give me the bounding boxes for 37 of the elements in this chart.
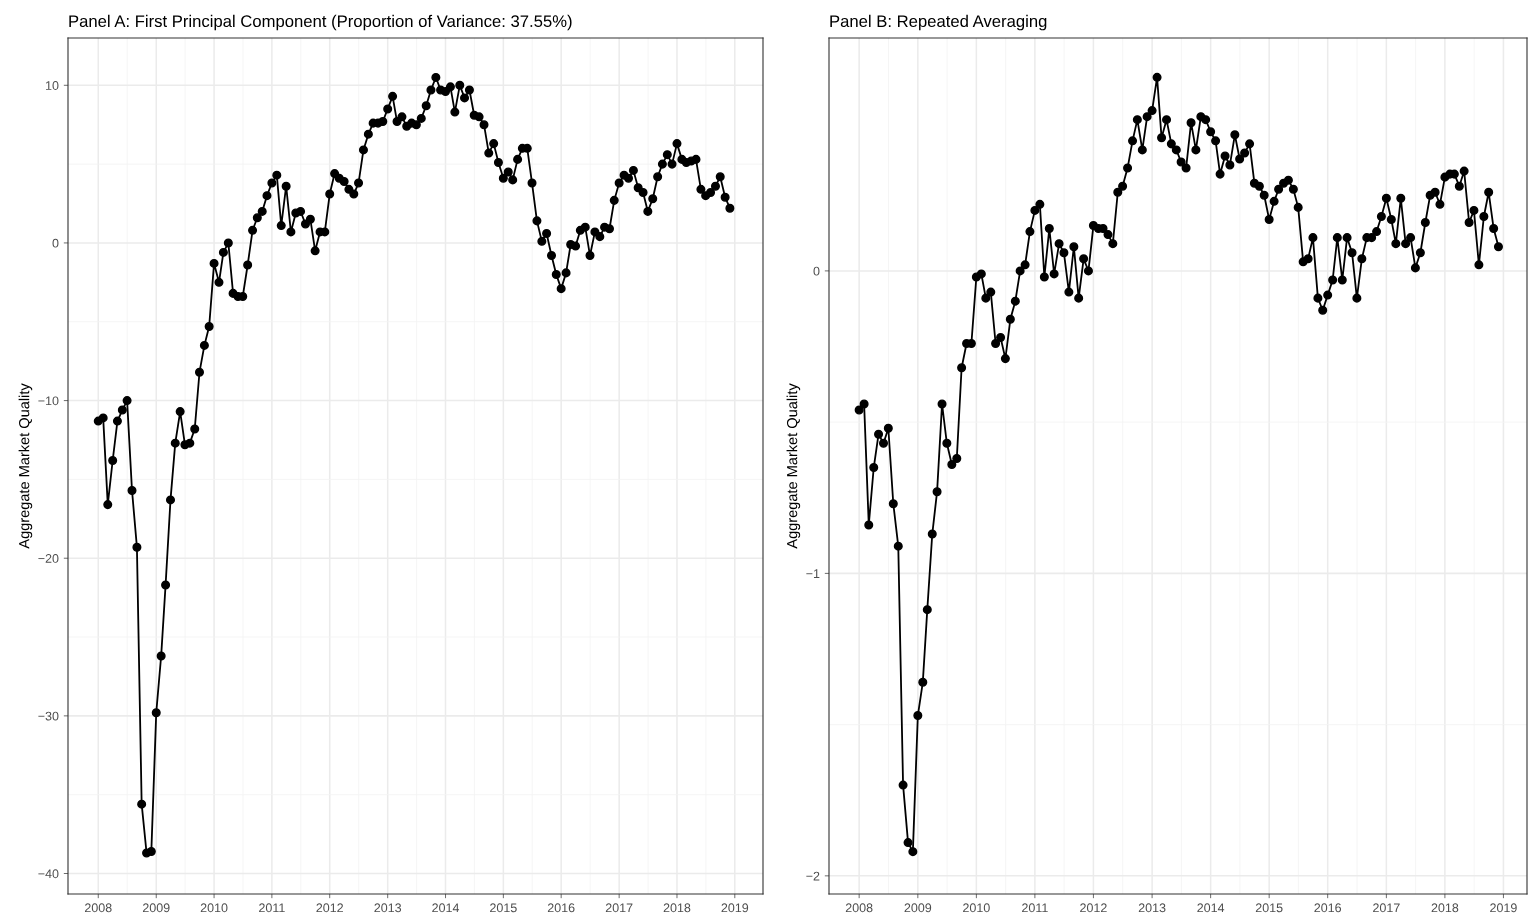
x-tick-label: 2008 bbox=[845, 903, 873, 913]
x-tick-label: 2010 bbox=[200, 903, 228, 913]
x-tick-label: 2018 bbox=[663, 903, 691, 913]
chart-title: Panel B: Repeated Averaging bbox=[830, 14, 1047, 31]
x-tick-label: 2019 bbox=[1490, 903, 1517, 913]
x-tick-label: 2014 bbox=[432, 903, 460, 913]
chart-title: Panel A: First Principal Component (Proportion of Variance: 37.55%) bbox=[69, 14, 572, 31]
y-tick-label: −2 bbox=[806, 871, 820, 881]
y-tick-label: 0 bbox=[813, 266, 820, 276]
y-tick-label: 0 bbox=[52, 238, 59, 248]
x-tick-label: 2017 bbox=[605, 903, 633, 913]
x-tick-label: 2009 bbox=[904, 903, 932, 913]
y-tick-label: −20 bbox=[38, 554, 59, 563]
x-tick-label: 2011 bbox=[1022, 903, 1048, 913]
y-axis-title: Aggregate Market Quality bbox=[18, 383, 33, 549]
x-tick-label: 2018 bbox=[1431, 903, 1459, 913]
y-tick-label: −1 bbox=[806, 569, 820, 578]
x-tick-label: 2011 bbox=[259, 903, 285, 913]
x-tick-label: 2016 bbox=[1314, 903, 1342, 913]
x-tick-label: 2013 bbox=[1138, 903, 1166, 913]
x-tick-label: 2008 bbox=[84, 903, 112, 913]
x-tick-label: 2009 bbox=[142, 903, 170, 913]
x-tick-label: 2015 bbox=[1255, 903, 1283, 913]
x-tick-label: 2012 bbox=[316, 903, 343, 913]
y-tick-label: −30 bbox=[38, 711, 59, 721]
x-tick-label: 2016 bbox=[547, 903, 575, 913]
x-tick-label: 2010 bbox=[963, 903, 990, 913]
x-tick-label: 2017 bbox=[1373, 903, 1400, 913]
x-tick-label: 2012 bbox=[1080, 903, 1107, 913]
x-tick-label: 2019 bbox=[721, 903, 749, 913]
y-tick-label: −10 bbox=[38, 396, 59, 406]
y-axis-title: Aggregate Market Quality bbox=[786, 383, 801, 549]
x-tick-label: 2013 bbox=[374, 903, 402, 913]
y-tick-label: −40 bbox=[38, 869, 59, 879]
x-tick-label: 2014 bbox=[1197, 903, 1225, 913]
x-tick-label: 2015 bbox=[490, 903, 517, 913]
y-tick-label: 10 bbox=[46, 81, 59, 90]
